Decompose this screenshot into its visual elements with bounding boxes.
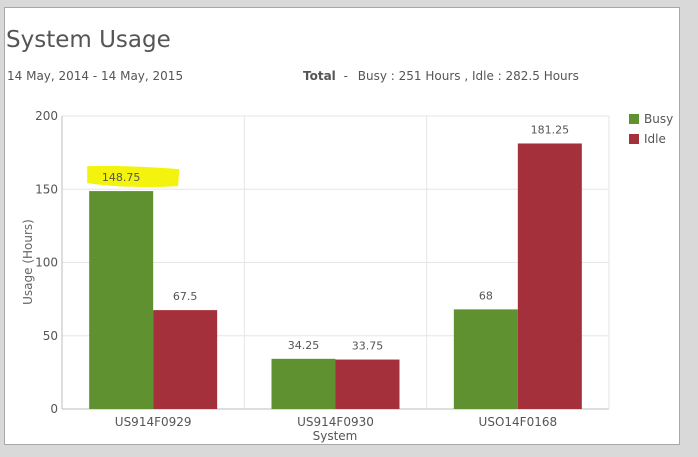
legend-swatch-busy <box>629 114 639 124</box>
y-axis-label: Usage (Hours) <box>21 219 35 305</box>
y-tick-label: 0 <box>50 402 58 416</box>
bar-idle <box>153 310 218 409</box>
bar-busy <box>89 191 154 409</box>
legend-swatch-idle <box>629 134 639 144</box>
highlight-mark <box>87 165 180 188</box>
legend-label-idle: Idle <box>644 132 666 146</box>
y-tick-label: 100 <box>35 256 58 270</box>
x-tick-label: US914F0929 <box>115 415 192 429</box>
totals-separator: - <box>343 69 348 83</box>
data-label: 33.75 <box>352 340 384 353</box>
page-title: System Usage <box>6 27 171 53</box>
legend-label-busy: Busy <box>644 112 673 126</box>
totals-summary: Total - Busy : 251 Hours , Idle : 282.5 … <box>303 69 579 83</box>
bar-busy <box>453 309 518 409</box>
bar-idle <box>335 359 400 409</box>
x-tick-label: US914F0930 <box>297 415 374 429</box>
data-label: 68 <box>479 289 493 302</box>
y-tick-label: 50 <box>43 329 58 343</box>
x-tick-label: USO14F0168 <box>479 415 558 429</box>
legend: Busy Idle <box>629 112 673 146</box>
totals-label: Total <box>303 69 336 83</box>
y-tick-label: 150 <box>35 182 58 196</box>
y-tick-label: 200 <box>35 109 58 123</box>
bar-busy <box>271 358 336 409</box>
data-label: 181.25 <box>531 123 570 136</box>
date-range: 14 May, 2014 - 14 May, 2015 <box>7 69 184 83</box>
data-label: 67.5 <box>173 290 198 303</box>
totals-text: Busy : 251 Hours , Idle : 282.5 Hours <box>357 69 579 83</box>
data-label: 148.75 <box>102 171 141 184</box>
bar-idle <box>517 143 582 409</box>
x-axis-label: System <box>313 429 358 443</box>
data-label: 34.25 <box>288 339 320 352</box>
